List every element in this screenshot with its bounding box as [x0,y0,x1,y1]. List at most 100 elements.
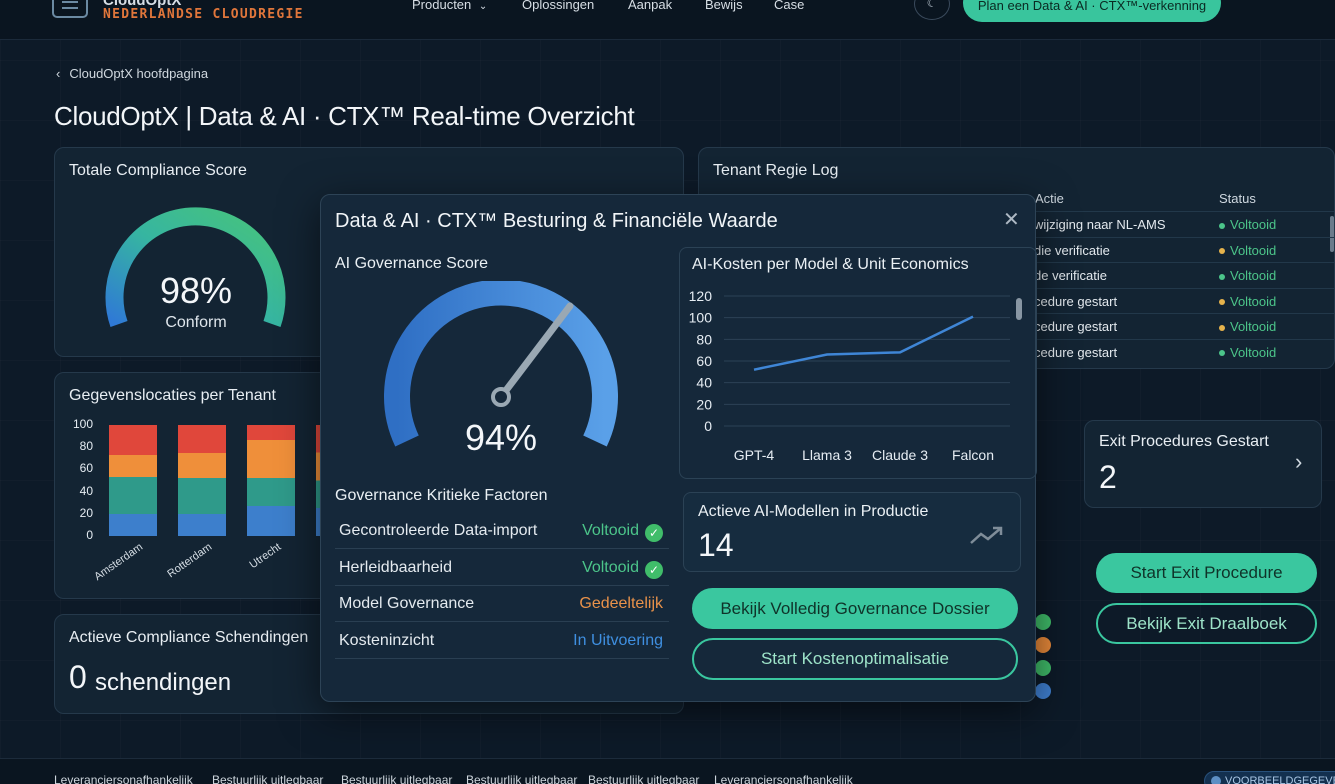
log-status: Voltooid [1219,345,1276,360]
violations-title: Actieve Compliance Schendingen [69,629,309,646]
y-tick: 100 [72,417,93,431]
bar-segment [178,453,226,478]
locations-title: Gegevenslocaties per Tenant [69,387,276,404]
nav-producten[interactable]: Producten ⌄ [412,0,488,12]
x-label: Utrecht [246,541,283,572]
y-tick: 80 [79,439,93,453]
x-label: Rotterdam [164,541,214,581]
factor-status: Voltooid ✓ [582,522,663,542]
chevron-right-icon[interactable]: › [1295,449,1303,474]
compliance-title: Totale Compliance Score [69,162,247,179]
governance-factor-row: Model Governance Gedeeltelijk [335,586,669,623]
log-row: die verificatie Voltooid [1034,236,1334,262]
log-title: Tenant Regie Log [713,162,839,179]
start-exit-procedure-button[interactable]: Start Exit Procedure [1096,553,1317,593]
governance-factor-row: Kosteninzicht In Uitvoering [335,623,669,660]
chart-scrollbar[interactable] [1016,298,1022,320]
bar-segment [247,425,295,440]
footer-item: Bestuurlijk uitlegbaar [341,773,453,784]
log-status: Voltooid [1219,268,1276,283]
active-models-card: Actieve AI-Modellen in Productie 14 [683,492,1021,572]
active-models-count: 14 [698,527,734,563]
log-col-status: Status [1219,191,1256,206]
factors-title: Governance Kritieke Factoren [335,487,548,504]
nav-case[interactable]: Case [774,0,805,12]
chevron-left-icon: ‹ [56,66,61,81]
page-title: CloudOptX | Data & AI · CTX™ Real-time O… [54,101,635,131]
y-tick-label: 100 [689,310,713,326]
nav-oplossingen[interactable]: Oplossingen [522,0,595,12]
footer-item: Leveranciersonafhankelijk [714,773,853,784]
log-status: Voltooid [1219,243,1276,258]
status-dot [1035,637,1051,653]
compliance-value: 98% [159,270,233,311]
sample-data-badge: VOORBEELDGEGEVENS [1204,771,1335,784]
compliance-gauge [105,207,286,327]
breadcrumb[interactable]: ‹ CloudOptX hoofdpagina [56,66,209,81]
factor-status: Gedeeltelijk [579,595,663,613]
factor-label: Kosteninzicht [339,632,435,650]
bar-segment [109,455,157,477]
series-line [753,315,974,371]
compliance-label: Conform [165,314,227,331]
menu-icon[interactable] [52,0,88,18]
log-action: cedure gestart [1034,344,1118,360]
log-row: de verificatie Voltooid [1034,262,1334,287]
governance-modal: Data & AI · CTX™ Besturing & Financiële … [320,194,1037,702]
exit-playbook-button[interactable]: Bekijk Exit Draalboek [1096,603,1317,644]
factor-label: Herleidbaarheid [339,558,452,576]
log-row: cedure gestart Voltooid [1034,338,1334,364]
bar-segment [247,440,295,478]
cost-chart-title: AI-Kosten per Model & Unit Economics [692,256,969,273]
bar-segment [109,514,157,536]
info-icon [1211,776,1221,784]
nav-bewijs[interactable]: Bewijs [705,0,743,12]
status-dot [1035,614,1051,630]
violations-unit: schendingen [95,669,232,696]
factor-label: Model Governance [339,595,475,613]
footer-item: Bestuurlijk uitlegbaar [588,773,700,784]
violations-count: 0 [69,659,87,695]
y-tick-label: 20 [696,396,712,412]
theme-toggle-moon-icon[interactable]: ☾ [914,0,950,20]
log-scrollbar[interactable] [1330,216,1334,252]
top-navigation: CloudOptX NEDERLANDSE CLOUDREGIE Product… [0,0,1335,40]
log-row: wijziging naar NL-AMS Voltooid [1034,211,1334,236]
bar-segment [109,477,157,514]
y-tick: 20 [79,506,93,520]
footer-item: Bestuurlijk uitlegbaar [212,773,324,784]
governance-dossier-button[interactable]: Bekijk Volledig Governance Dossier [692,588,1018,629]
log-action: wijziging naar NL-AMS [1034,217,1166,232]
plan-verkenning-button[interactable]: Plan een Data & AI · CTX™-verkenning [963,0,1221,22]
footer-item: Leveranciersonafhankelijk [54,773,193,784]
governance-factor-row: Herleidbaarheid Voltooid ✓ [335,550,669,586]
cost-optimization-button[interactable]: Start Kostenoptimalisatie [692,638,1018,680]
bar-segment [247,506,295,536]
log-row: cedure gestart Voltooid [1034,287,1334,313]
log-action: die verificatie [1034,242,1110,258]
cost-line-chart: 120 100 80 60 40 20 0 GPT-4 Llama 3 Claude 3 Falco… [689,288,1010,463]
bar-segment [316,425,322,536]
y-tick: 0 [86,528,93,542]
check-icon: ✓ [645,560,663,579]
gov-score-title: AI Governance Score [335,255,488,272]
bar-segment [247,478,295,506]
governance-factor-row: Gecontroleerde Data-import Voltooid ✓ [335,513,669,549]
nav-aanpak[interactable]: Aanpak [628,0,673,12]
y-tick: 60 [79,461,93,475]
log-status: Voltooid [1219,294,1276,309]
x-tick-label: Falcon [952,447,994,463]
close-icon[interactable]: ✕ [1003,209,1020,231]
brand-name[interactable]: CloudOptX [103,0,182,9]
status-dot [1219,273,1225,280]
y-tick: 40 [79,484,93,498]
gov-score-value: 94% [464,417,538,458]
status-dot [1219,350,1225,357]
exit-procedures-card[interactable]: Exit Procedures Gestart 2 › [1084,420,1322,508]
log-col-action: Actie [1035,191,1064,206]
cost-chart-panel: AI-Kosten per Model & Unit Economics 120… [679,247,1037,479]
y-tick-label: 60 [696,353,712,369]
log-row: cedure gestart Voltooid [1034,313,1334,338]
chevron-down-icon: ⌄ [478,1,488,12]
log-status: Voltooid [1219,319,1276,334]
